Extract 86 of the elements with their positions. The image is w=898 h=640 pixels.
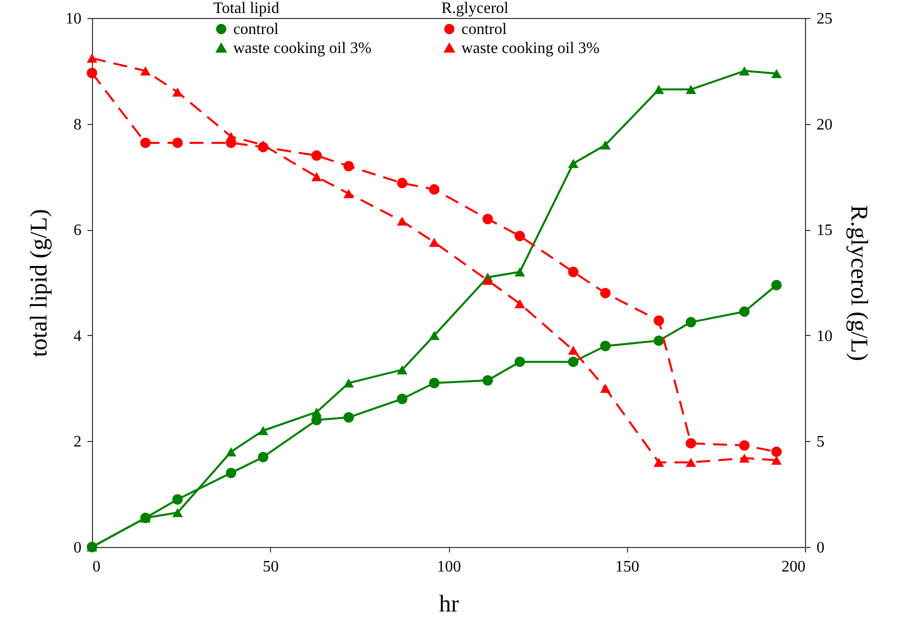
text: Total lipid — [213, 0, 280, 17]
point — [428, 184, 440, 195]
point — [428, 238, 440, 247]
y-tick-label: 2 — [74, 434, 82, 451]
y-tick-label: 8 — [74, 116, 82, 134]
point — [258, 426, 268, 436]
y2-axis-title: R.glycerol (g/L) — [846, 205, 872, 361]
point — [600, 288, 611, 298]
legend-label: waste cooking oil 3% — [233, 40, 372, 57]
legend-label: control — [461, 21, 508, 38]
y2-tick-label: 10 — [816, 328, 832, 345]
point — [343, 378, 354, 388]
point — [311, 408, 322, 417]
legend-label: control — [233, 21, 280, 38]
point — [771, 280, 782, 290]
y-tick-label: 0 — [74, 540, 82, 556]
text: R.glycerol — [441, 0, 508, 17]
y2-tick-label: 25 — [816, 10, 832, 28]
point — [311, 172, 322, 182]
point — [226, 468, 236, 478]
point — [654, 84, 664, 94]
point — [396, 178, 408, 188]
y-tick-label: 6 — [74, 222, 82, 240]
point — [258, 140, 268, 150]
point — [396, 365, 408, 374]
point — [172, 508, 183, 518]
point — [568, 266, 579, 278]
point — [654, 458, 664, 467]
point — [686, 84, 696, 94]
point — [514, 230, 526, 242]
point — [514, 356, 526, 368]
point — [343, 189, 354, 198]
point — [600, 384, 611, 393]
point — [226, 132, 236, 142]
point — [739, 66, 750, 76]
point — [739, 454, 750, 463]
point — [771, 446, 782, 458]
x-tick-label: 150 — [615, 558, 640, 576]
point — [568, 346, 579, 355]
point — [600, 340, 611, 352]
y2-tick-label: 20 — [816, 116, 832, 134]
y-tick-label: 4 — [74, 328, 82, 345]
point — [514, 299, 526, 308]
point — [686, 458, 696, 467]
point — [258, 452, 268, 462]
point — [396, 394, 408, 404]
point — [428, 330, 440, 340]
point — [140, 66, 151, 76]
point — [771, 69, 782, 78]
y-tick-label: 10 — [66, 10, 82, 28]
point — [428, 378, 440, 388]
x-tick-label: 200 — [782, 558, 806, 576]
point — [739, 306, 750, 317]
y2-tick-label: 15 — [816, 222, 832, 240]
point — [226, 447, 236, 456]
point — [654, 315, 664, 326]
point — [343, 412, 354, 423]
point — [140, 138, 151, 148]
point — [654, 335, 664, 346]
point — [396, 216, 408, 226]
point — [739, 440, 750, 451]
y2-tick-label: 0 — [816, 540, 824, 556]
point — [686, 316, 696, 328]
point — [86, 54, 98, 63]
point — [86, 68, 98, 78]
y2-tick-label: 5 — [816, 434, 824, 451]
point — [311, 150, 322, 161]
x-tick-label: 50 — [262, 558, 279, 576]
x-axis-title: hr — [439, 592, 459, 618]
point — [568, 356, 579, 368]
point — [771, 456, 782, 465]
point — [482, 214, 493, 224]
point — [568, 158, 579, 168]
legend-label: waste cooking oil 3% — [461, 40, 600, 57]
point — [482, 375, 493, 386]
point — [600, 140, 611, 150]
point — [343, 160, 354, 172]
point — [172, 88, 183, 97]
x-tick-label: 100 — [437, 558, 461, 576]
y-axis-title: total lipid (g/L) — [26, 209, 52, 357]
point — [686, 438, 696, 449]
point — [172, 138, 183, 148]
point — [172, 494, 183, 505]
x-tick-label: 0 — [92, 558, 100, 576]
point — [482, 276, 493, 285]
point — [514, 267, 526, 276]
